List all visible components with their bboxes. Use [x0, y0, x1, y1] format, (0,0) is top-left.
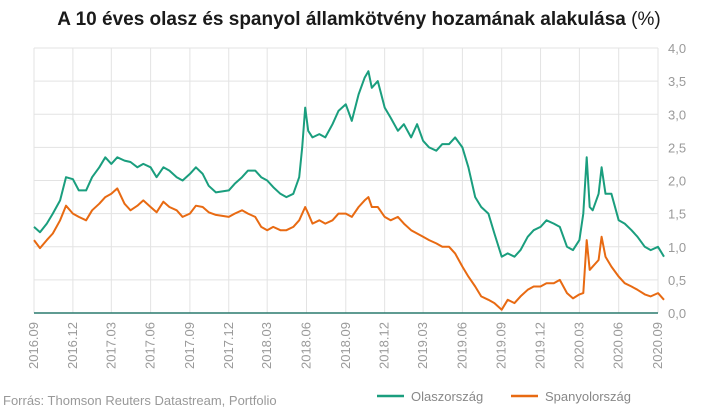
- y-tick-label: 1,0: [668, 240, 686, 255]
- x-tick-label: 2018.09: [338, 322, 353, 369]
- x-tick-label: 2020.03: [571, 322, 586, 369]
- chart-title: A 10 éves olasz és spanyol államkötvény …: [0, 9, 718, 31]
- x-tick-label: 2017.06: [143, 322, 158, 369]
- y-tick-label: 3,0: [668, 107, 686, 122]
- y-tick-label: 4,0: [668, 41, 686, 56]
- y-tick-label: 0,0: [668, 306, 686, 321]
- x-tick-label: 2016.12: [65, 322, 80, 369]
- chart-title-unit: (%): [631, 9, 661, 30]
- series-line-olaszorszag: [33, 70, 665, 258]
- x-tick-label: 2019.12: [533, 322, 548, 369]
- x-tick-label: 2016.09: [26, 322, 41, 369]
- grid-lines: [33, 47, 659, 313]
- source-note: Forrás: Thomson Reuters Datastream, Port…: [3, 393, 277, 408]
- x-tick-label: 2018.12: [377, 322, 392, 369]
- x-axis-ticks: 2016.09 2016.12 2017.03 2017.06 2017.09 2017.…: [26, 322, 665, 369]
- x-tick-label: 2017.03: [103, 322, 118, 369]
- legend-label-spanyolorszag: Spanyolország: [545, 389, 631, 404]
- x-tick-label: 2018.03: [259, 322, 274, 369]
- x-tick-label: 2017.09: [182, 322, 197, 369]
- series-lines: [33, 70, 665, 311]
- legend: Olaszország Spanyolország: [377, 389, 631, 404]
- x-tick-label: 2019.06: [454, 322, 469, 369]
- y-tick-label: 1,5: [668, 207, 686, 222]
- x-tick-label: 2017.12: [221, 322, 236, 369]
- legend-label-olaszorszag: Olaszország: [411, 389, 483, 404]
- x-tick-label: 2020.06: [611, 322, 626, 369]
- x-tick-label: 2019.03: [415, 322, 430, 369]
- y-axis-ticks: 0,0 0,5 1,0 1,5 2,0 2,5 3,0 3,5 4,0: [668, 41, 686, 321]
- y-tick-label: 3,5: [668, 74, 686, 89]
- x-tick-label: 2019.09: [494, 322, 509, 369]
- series-line-spanyolorszag: [33, 187, 665, 311]
- x-tick-label: 2020.09: [650, 322, 665, 369]
- y-tick-label: 0,5: [668, 273, 686, 288]
- y-tick-label: 2,0: [668, 174, 686, 189]
- y-tick-label: 2,5: [668, 140, 686, 155]
- chart-title-text: A 10 éves olasz és spanyol államkötvény …: [57, 9, 626, 30]
- x-tick-label: 2018.06: [298, 322, 313, 369]
